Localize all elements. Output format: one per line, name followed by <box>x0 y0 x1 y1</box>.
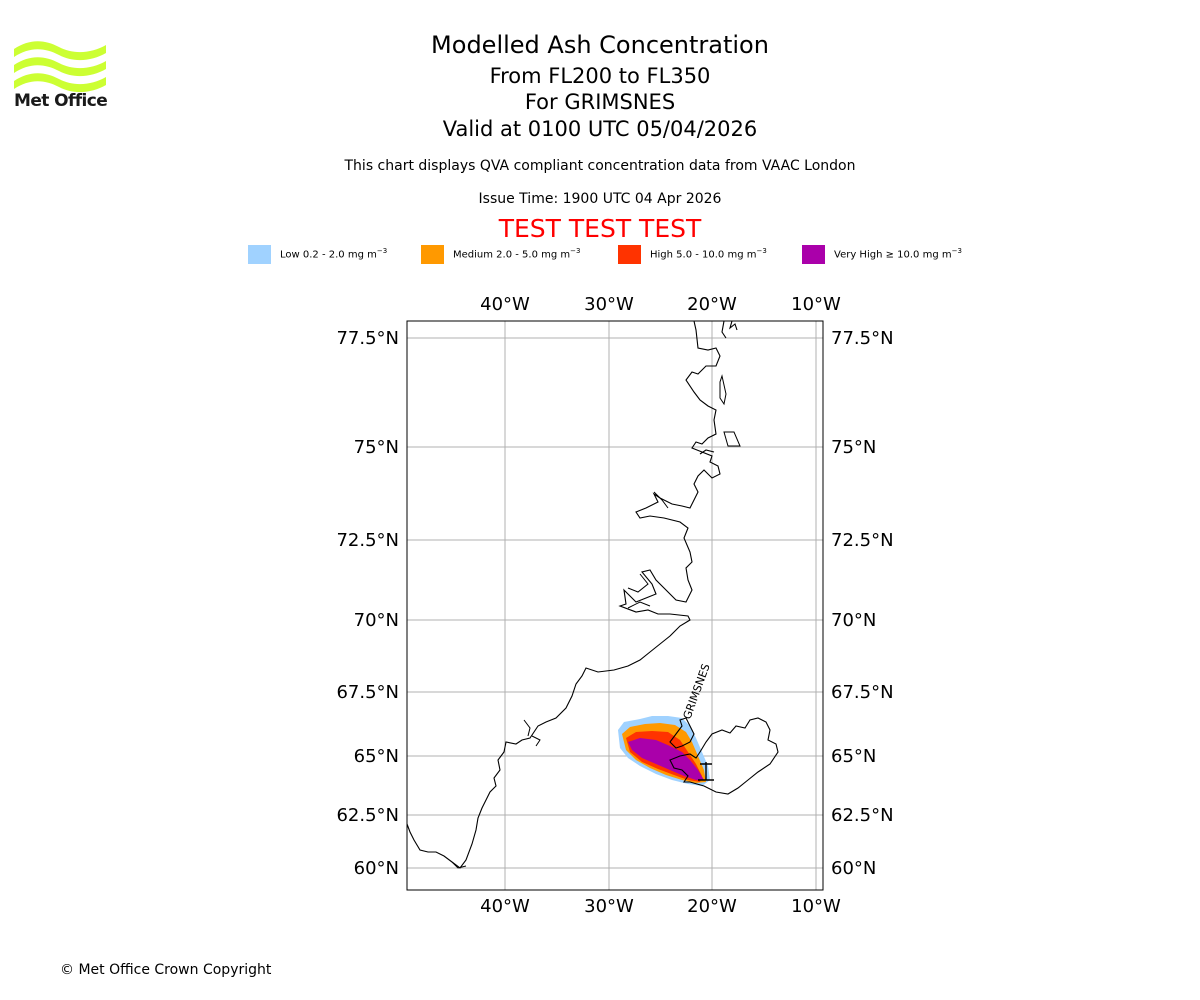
chart-description: This chart displays QVA compliant concen… <box>344 158 856 174</box>
lon-tick-top-30w: 30°W <box>584 294 634 315</box>
lon-tick-bottom-30w: 30°W <box>584 896 634 917</box>
lon-tick-bottom-40w: 40°W <box>480 896 530 917</box>
lat-tick-right-60n: 60°N <box>831 858 876 879</box>
lat-tick-left-65n: 65°N <box>354 746 399 767</box>
greenland-fjords <box>451 374 741 869</box>
lon-tick-top-40w: 40°W <box>480 294 530 315</box>
greenland-coastline <box>407 321 738 869</box>
lat-tick-left-60n: 60°N <box>354 858 399 879</box>
met-office-logo-text: Met Office <box>14 91 108 111</box>
legend-item-medium: Medium 2.0 - 5.0 mg m−3 <box>421 244 580 264</box>
test-banner: TEST TEST TEST <box>498 214 702 243</box>
lat-tick-right-65n: 65°N <box>831 746 876 767</box>
lon-tick-top-10w: 10°W <box>791 294 841 315</box>
lat-tick-left-72-5n: 72.5°N <box>336 530 399 551</box>
copyright-notice: © Met Office Crown Copyright <box>60 962 272 978</box>
legend-label-high: High 5.0 - 10.0 mg m−3 <box>650 247 767 261</box>
lat-tick-left-75n: 75°N <box>354 437 399 458</box>
lat-tick-right-70n: 70°N <box>831 610 876 631</box>
lat-tick-left-62-5n: 62.5°N <box>336 805 399 826</box>
volcano-marker-icon <box>698 762 714 781</box>
legend-item-very-high: Very High ≥ 10.0 mg m−3 <box>802 244 962 264</box>
iceland-coastline <box>669 717 779 795</box>
legend-label-low: Low 0.2 - 2.0 mg m−3 <box>280 247 388 261</box>
lon-tick-top-20w: 20°W <box>687 294 737 315</box>
map-gridlines <box>407 321 823 890</box>
ash-layer-very-high <box>628 738 704 780</box>
legend-label-very-high: Very High ≥ 10.0 mg m−3 <box>834 247 962 261</box>
lat-tick-right-67-5n: 67.5°N <box>831 682 894 703</box>
lon-tick-bottom-10w: 10°W <box>791 896 841 917</box>
lat-tick-right-75n: 75°N <box>831 437 876 458</box>
lon-tick-bottom-20w: 20°W <box>687 896 737 917</box>
lat-tick-right-62-5n: 62.5°N <box>831 805 894 826</box>
iceland-westfjords <box>669 717 695 749</box>
level-range: From FL200 to FL350 <box>489 64 711 88</box>
lat-tick-left-77-5n: 77.5°N <box>336 328 399 349</box>
issue-time: Issue Time: 1900 UTC 04 Apr 2026 <box>478 191 722 207</box>
legend-swatch-low <box>248 244 271 264</box>
lat-tick-left-70n: 70°N <box>354 610 399 631</box>
legend-item-low: Low 0.2 - 2.0 mg m−3 <box>248 244 387 264</box>
map-frame <box>406 320 824 891</box>
legend-swatch-high <box>618 244 641 264</box>
valid-time: Valid at 0100 UTC 05/04/2026 <box>442 117 758 141</box>
lat-tick-right-72-5n: 72.5°N <box>831 530 894 551</box>
legend-label-medium: Medium 2.0 - 5.0 mg m−3 <box>453 247 581 261</box>
legend-item-high: High 5.0 - 10.0 mg m−3 <box>618 244 767 264</box>
lat-tick-right-77-5n: 77.5°N <box>831 328 894 349</box>
met-office-logo <box>14 41 106 93</box>
chart-title: Modelled Ash Concentration <box>431 31 769 59</box>
legend-swatch-medium <box>421 244 444 264</box>
volcano-name: For GRIMSNES <box>524 90 676 114</box>
lat-tick-left-67-5n: 67.5°N <box>336 682 399 703</box>
legend-swatch-very-high <box>802 244 825 264</box>
